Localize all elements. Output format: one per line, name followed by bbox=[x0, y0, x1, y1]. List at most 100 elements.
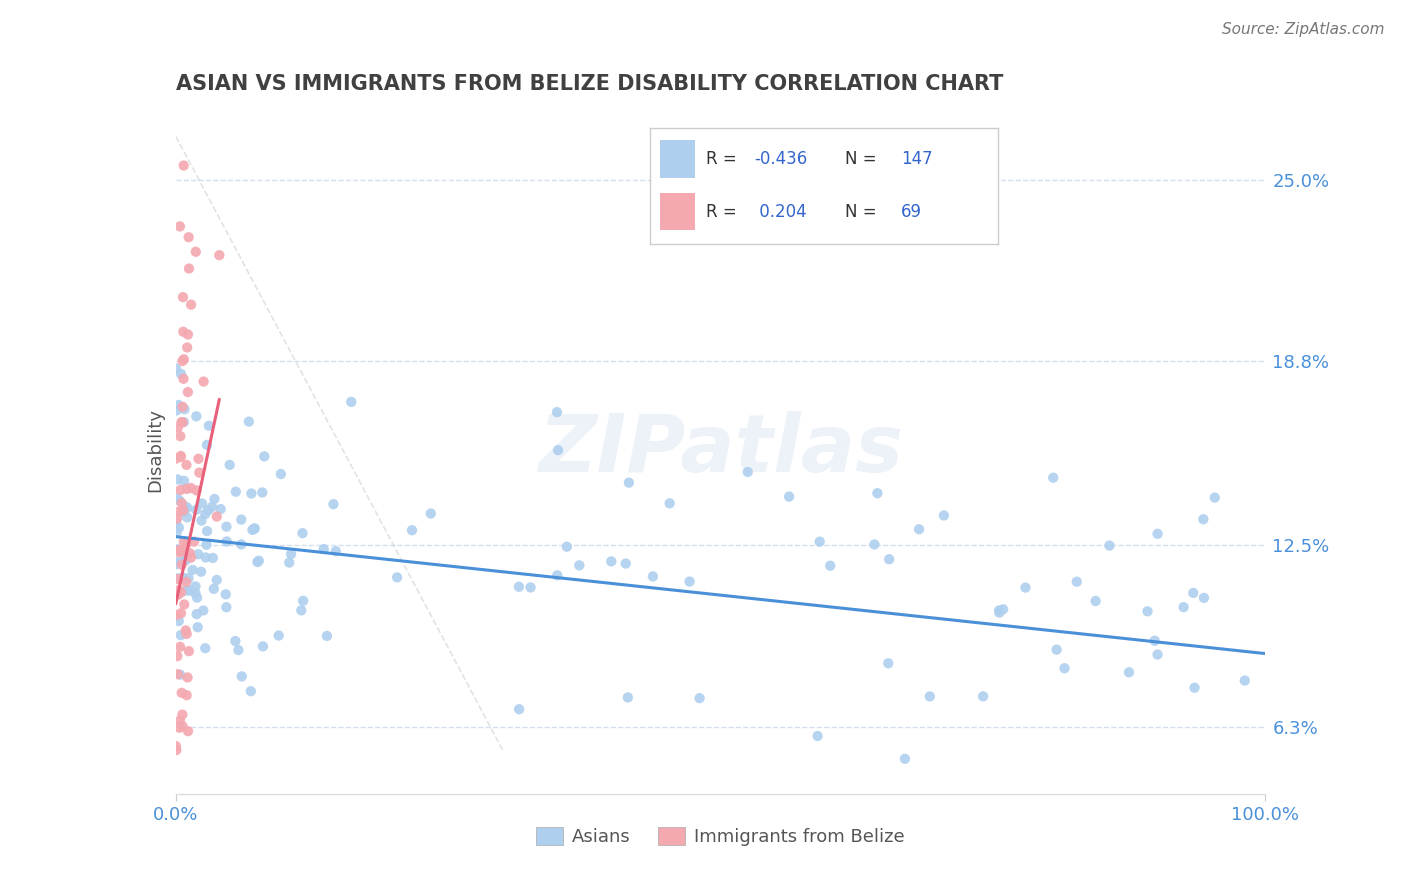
Point bbox=[1233, 673, 1256, 688]
Point bbox=[508, 702, 530, 716]
Point bbox=[167, 505, 190, 519]
Point bbox=[169, 545, 191, 559]
Point bbox=[176, 670, 198, 684]
Point bbox=[202, 582, 225, 596]
Point bbox=[176, 458, 198, 472]
Point bbox=[170, 496, 193, 510]
Point bbox=[312, 542, 335, 557]
Point bbox=[278, 556, 301, 570]
Point bbox=[215, 534, 238, 549]
Point bbox=[184, 586, 207, 600]
Point bbox=[316, 629, 339, 643]
Point bbox=[231, 512, 253, 526]
Point bbox=[166, 491, 188, 505]
Point bbox=[170, 450, 193, 464]
Point bbox=[1042, 471, 1064, 485]
Point bbox=[173, 505, 195, 519]
Point bbox=[201, 500, 224, 514]
Point bbox=[187, 547, 209, 561]
Point bbox=[184, 244, 207, 259]
Point bbox=[194, 507, 217, 521]
Point bbox=[170, 558, 193, 572]
Point bbox=[215, 600, 238, 615]
Point bbox=[177, 327, 200, 342]
Point bbox=[818, 558, 841, 573]
Y-axis label: Disability: Disability bbox=[146, 409, 165, 492]
Point bbox=[267, 628, 290, 642]
Point bbox=[201, 550, 224, 565]
Point bbox=[170, 367, 193, 381]
Point bbox=[169, 493, 191, 508]
Point bbox=[184, 503, 207, 517]
Point bbox=[194, 550, 217, 565]
Point bbox=[166, 649, 188, 664]
Point bbox=[172, 707, 194, 722]
Point bbox=[169, 483, 191, 497]
Point bbox=[166, 607, 188, 622]
Point bbox=[184, 579, 207, 593]
Point bbox=[167, 588, 190, 602]
Point bbox=[547, 443, 569, 458]
Point bbox=[253, 450, 276, 464]
Point bbox=[991, 602, 1014, 616]
Point bbox=[170, 585, 193, 599]
Point bbox=[166, 473, 188, 487]
Point bbox=[240, 486, 263, 500]
Point bbox=[209, 502, 232, 516]
Point bbox=[195, 538, 218, 552]
Point bbox=[198, 418, 221, 433]
Point bbox=[205, 509, 228, 524]
Point bbox=[172, 290, 194, 304]
Point bbox=[170, 415, 193, 429]
Point bbox=[166, 572, 188, 586]
Point bbox=[174, 553, 197, 567]
Point bbox=[252, 485, 274, 500]
Point bbox=[173, 352, 195, 367]
Point bbox=[918, 690, 941, 704]
Point bbox=[617, 690, 640, 705]
Point bbox=[165, 558, 187, 572]
Point bbox=[519, 581, 541, 595]
Point bbox=[614, 557, 637, 571]
Text: ZIPatlas: ZIPatlas bbox=[538, 411, 903, 490]
Point bbox=[172, 719, 194, 733]
Point bbox=[165, 743, 187, 757]
Point bbox=[174, 574, 197, 589]
Point bbox=[568, 558, 591, 573]
Point bbox=[617, 475, 640, 490]
Point bbox=[239, 684, 262, 698]
Point bbox=[177, 644, 200, 658]
Point bbox=[180, 481, 202, 495]
Point bbox=[218, 458, 240, 472]
Point bbox=[322, 497, 344, 511]
Point bbox=[176, 510, 198, 524]
Point bbox=[737, 465, 759, 479]
Point bbox=[172, 325, 194, 339]
Point bbox=[1192, 591, 1215, 605]
Point bbox=[167, 614, 190, 628]
Point bbox=[179, 546, 201, 560]
Point bbox=[176, 536, 198, 550]
Point bbox=[169, 219, 191, 234]
Point bbox=[1143, 633, 1166, 648]
Point bbox=[932, 508, 955, 523]
Point bbox=[166, 420, 188, 434]
Point bbox=[243, 522, 266, 536]
Point bbox=[186, 607, 208, 621]
Point bbox=[169, 543, 191, 558]
Point bbox=[165, 542, 187, 557]
Point bbox=[1182, 586, 1205, 600]
Point bbox=[1173, 600, 1195, 615]
Point bbox=[195, 438, 218, 452]
Point bbox=[180, 550, 202, 565]
Point bbox=[197, 503, 219, 517]
Point bbox=[280, 547, 302, 561]
Point bbox=[247, 554, 270, 568]
Point bbox=[176, 627, 198, 641]
Point bbox=[225, 484, 247, 499]
Point bbox=[172, 400, 194, 414]
Point bbox=[205, 573, 228, 587]
Point bbox=[988, 606, 1011, 620]
Point bbox=[173, 415, 195, 429]
Point bbox=[180, 298, 202, 312]
